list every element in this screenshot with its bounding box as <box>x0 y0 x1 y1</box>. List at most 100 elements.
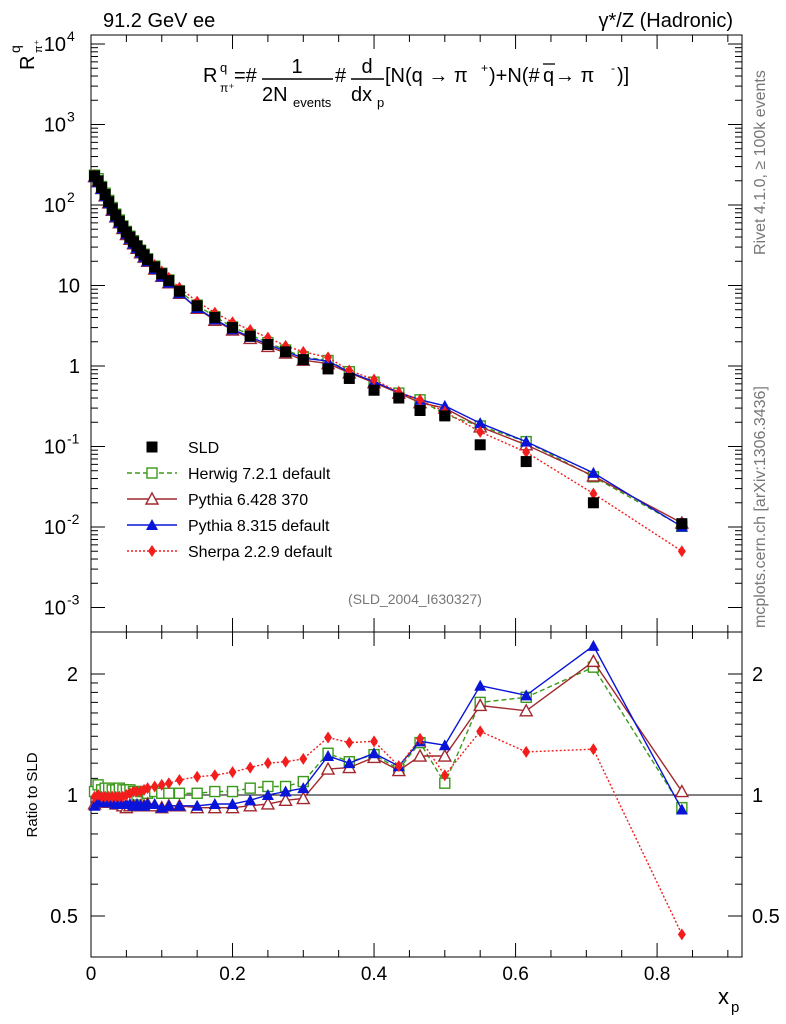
data-point <box>244 330 256 342</box>
data-point <box>394 760 403 773</box>
formula-tail-a: [N(q → π <box>385 65 468 87</box>
data-point <box>587 466 600 478</box>
top-y-axis-label-sup: q <box>7 45 23 53</box>
top-y-tick-exponent: 3 <box>67 109 75 125</box>
data-point <box>589 487 598 500</box>
data-point <box>209 312 221 324</box>
ratio-y-axis-label: Ratio to SLD <box>24 752 41 837</box>
ratio-y-tick-label-right: 1 <box>752 785 763 807</box>
series-line <box>93 660 683 809</box>
formula-frac2-den: dx <box>351 84 372 106</box>
top-y-tick-exponent: -2 <box>67 511 80 527</box>
data-point <box>476 425 485 438</box>
top-y-axis-label-main: R <box>17 56 39 70</box>
data-point <box>149 261 161 273</box>
legend-item: Pythia 8.315 default <box>127 518 330 535</box>
legend: SLD Herwig 7.2.1 default Pythia 6.428 370 P… <box>127 440 333 561</box>
data-point <box>246 761 255 774</box>
data-point <box>173 799 186 811</box>
formula-tail-b: )+N(# <box>489 65 540 87</box>
formula-frac1-den-sub: events <box>293 95 332 110</box>
top-y-axis-label-sub: π⁺ <box>33 39 45 53</box>
legend-marker <box>148 545 156 557</box>
data-point <box>148 797 161 809</box>
data-point <box>226 785 239 798</box>
data-point <box>345 736 354 749</box>
data-point <box>393 392 405 404</box>
data-point <box>143 782 152 795</box>
data-point <box>164 777 173 790</box>
legend-item: SLD <box>146 440 219 457</box>
formula-tail-q: q <box>543 65 554 87</box>
data-point <box>226 797 239 809</box>
data-point <box>227 322 239 334</box>
data-point <box>279 785 292 797</box>
formula-tail-c-sup: - <box>611 61 615 75</box>
data-point <box>296 791 311 805</box>
data-point <box>191 799 204 811</box>
data-point <box>368 384 380 396</box>
series-top <box>89 170 688 530</box>
formula-lhs-sub: π⁺ <box>220 81 235 95</box>
series-top <box>88 171 688 532</box>
data-point <box>193 770 202 783</box>
data-point <box>297 354 309 366</box>
formula-lhs-sup: q <box>220 60 227 75</box>
data-point <box>675 803 688 815</box>
data-point <box>522 446 531 459</box>
data-point <box>440 769 449 782</box>
ratio-y-tick-label: 2 <box>67 664 78 686</box>
ratio-y-tick-label-right: 2 <box>752 664 763 686</box>
series-line <box>93 666 683 809</box>
ratio-y-tick-label: 1 <box>67 785 78 807</box>
data-point <box>191 787 203 799</box>
top-y-tick-exponent: -3 <box>67 592 80 608</box>
top-y-tick-label: 10 <box>44 34 66 56</box>
data-point <box>175 773 184 786</box>
legend-marker <box>146 519 158 530</box>
data-point <box>324 731 333 744</box>
ratio-x-tick-label: 0.6 <box>502 964 528 985</box>
formula-frac1-num: 1 <box>291 56 302 78</box>
formula-tail-d: )] <box>617 65 629 87</box>
data-point <box>437 748 452 762</box>
legend-label: Pythia 8.315 default <box>188 518 330 535</box>
data-point <box>157 778 166 791</box>
data-point <box>589 743 598 756</box>
formula-lhs: R <box>203 65 217 87</box>
legend-item: Pythia 6.428 370 <box>127 491 308 509</box>
data-point <box>677 928 686 941</box>
data-point <box>324 351 333 364</box>
data-point <box>676 518 688 530</box>
formula-frac2-num: d <box>361 56 372 78</box>
data-point <box>343 372 355 384</box>
top-y-tick-exponent: 4 <box>67 28 75 44</box>
top-y-tick-exponent: 2 <box>67 189 75 205</box>
data-point <box>163 275 175 287</box>
data-point <box>210 769 219 782</box>
ratio-y-tick-label-right: 0.5 <box>752 906 780 928</box>
data-point <box>474 679 487 691</box>
top-y-axis-label: R q π⁺ <box>7 39 45 70</box>
data-point <box>520 689 533 701</box>
x-axis-label: x <box>718 984 729 1009</box>
data-point <box>173 285 185 297</box>
ratio-x-tick-label: 0 <box>86 964 97 985</box>
analysis-watermark: (SLD_2004_I630327) <box>348 591 482 607</box>
data-point <box>261 789 274 800</box>
data-point <box>110 209 122 221</box>
data-point <box>208 797 221 809</box>
data-point <box>163 787 175 799</box>
data-point <box>142 254 154 266</box>
legend-marker <box>146 467 158 479</box>
legend-label: Sherpa 2.2.9 default <box>188 544 333 561</box>
top-panel-frame <box>90 34 743 633</box>
data-point <box>586 653 601 668</box>
top-y-tick-label: 10 <box>44 517 66 539</box>
data-point <box>414 405 426 417</box>
formula-frac2-den-sub: p <box>377 95 384 110</box>
ratio-x-tick-label: 0.4 <box>361 964 388 985</box>
legend-label: Herwig 7.2.1 default <box>188 466 331 483</box>
